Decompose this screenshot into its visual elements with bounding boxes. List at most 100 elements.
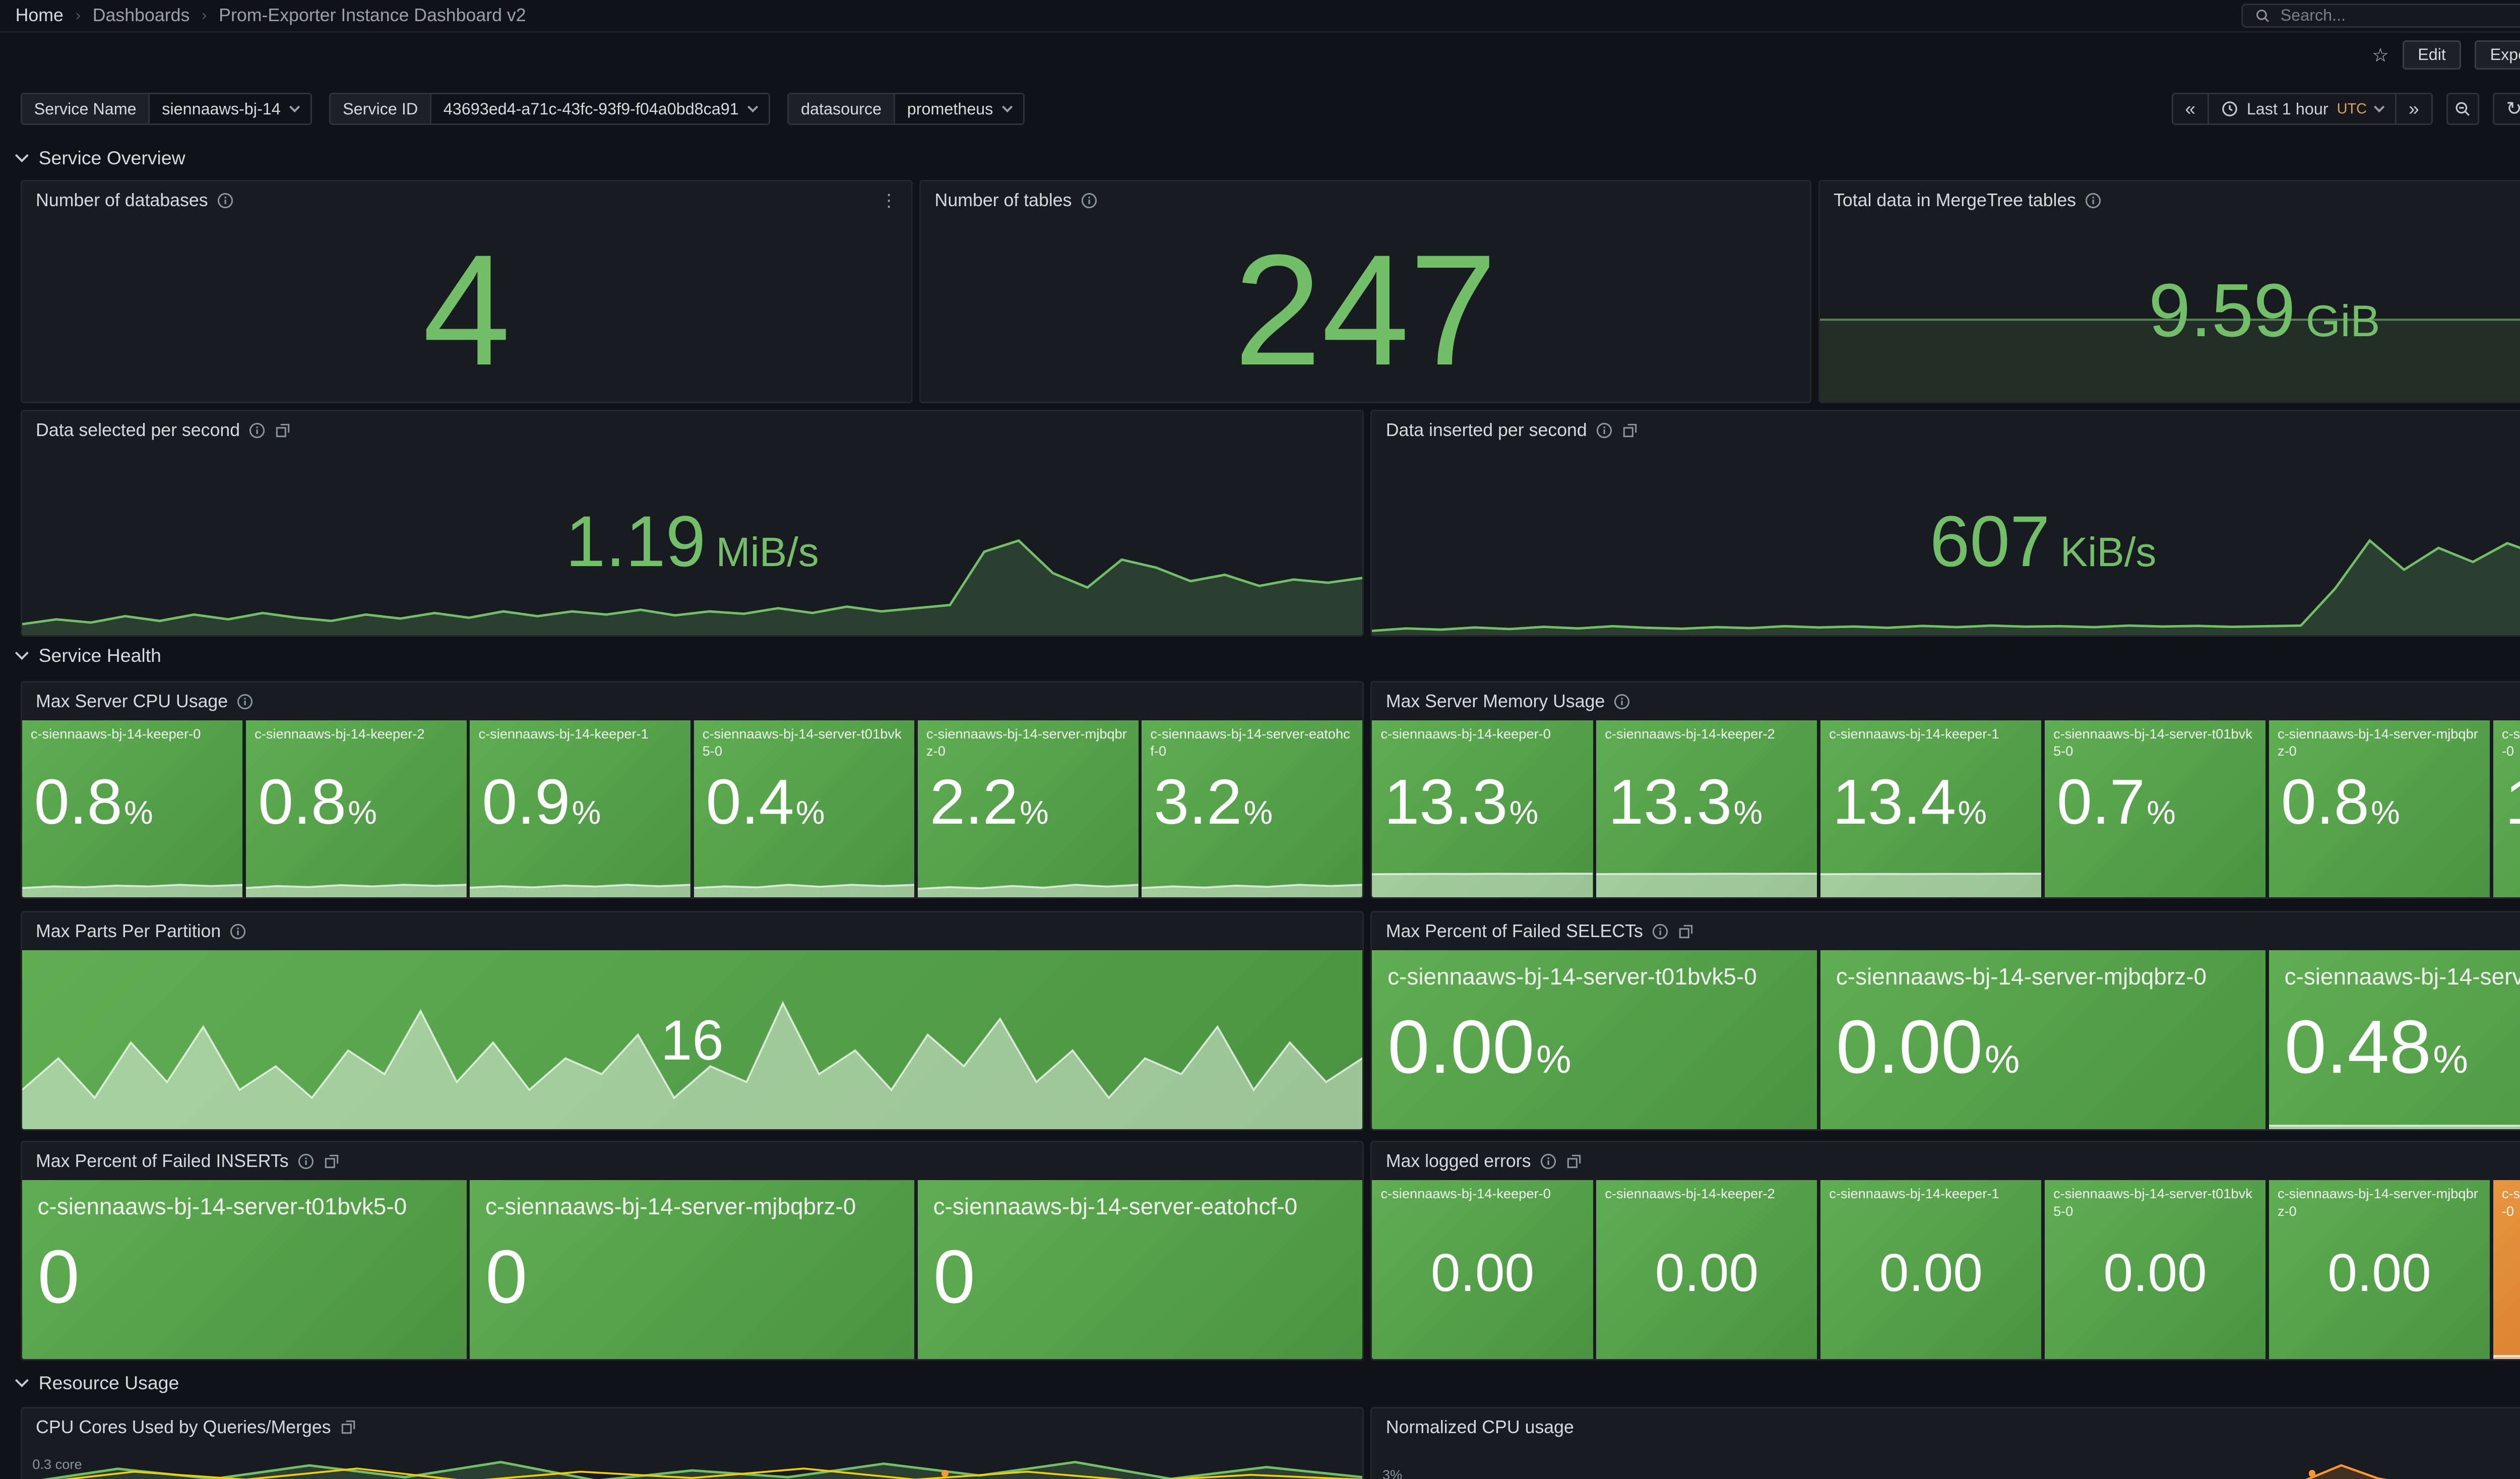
chevron-down-icon [289, 101, 300, 113]
panel-links-icon[interactable] [274, 422, 291, 439]
stat-tile: c-siennaaws-bj-14-server-mjbqbrz-0 2.2% [918, 720, 1139, 898]
panel-max-percent-failed-selects: Max Percent of Failed SELECTs c-siennaaw… [1370, 911, 2520, 1131]
tile-value: 0.00 [1879, 1243, 1983, 1303]
tile-label: c-siennaaws-bj-14-keeper-0 [30, 726, 201, 742]
panel-normalized-cpu-usage: Normalized CPU usage 3% [1370, 1406, 2520, 1479]
time-shift-forward-button[interactable]: » [2397, 94, 2431, 124]
panel-links-icon[interactable] [340, 1419, 357, 1436]
panel-title[interactable]: Max Server CPU Usage [36, 691, 228, 712]
tile-unit: % [796, 793, 825, 831]
tile-value: 2.2 [929, 766, 1018, 837]
section-service-health[interactable]: Service Health [15, 642, 161, 669]
panel-title[interactable]: Max Parts Per Partition [36, 921, 221, 942]
tile-unit: % [1536, 1036, 1571, 1081]
double-chevron-left-icon: « [2185, 98, 2196, 119]
timezone-label: UTC [2337, 100, 2367, 117]
tile-unit: % [348, 793, 377, 831]
series-point [2308, 1470, 2316, 1477]
tile-value: 16 [660, 1008, 724, 1072]
sparkline [2230, 1463, 2452, 1479]
tile-unit: % [2433, 1036, 2469, 1081]
zoom-out-icon [2455, 102, 2470, 116]
panel-links-icon[interactable] [1677, 923, 1694, 940]
edit-button[interactable]: Edit [2402, 40, 2462, 70]
breadcrumb-dashboards[interactable]: Dashboards [92, 5, 190, 26]
panel-title[interactable]: Number of tables [934, 190, 1072, 211]
tile-unit: % [1020, 793, 1049, 831]
stat-tile: c-siennaaws-bj-14-keeper-0 13.3% [1372, 720, 1593, 898]
tile-label: c-siennaaws-bj-14-server-t01bvk5-0 [702, 726, 902, 759]
time-controls: « Last 1 hour UTC » ↻Refresh 30s [2171, 92, 2520, 126]
breadcrumb: Home › Dashboards › Prom-Exporter Instan… [16, 5, 526, 26]
panel-title[interactable]: Max Percent of Failed INSERTs [36, 1151, 289, 1172]
variable-datasource: datasource prometheus [787, 92, 1025, 126]
clock-icon [2222, 101, 2237, 116]
tile-unit: % [124, 793, 153, 831]
info-icon[interactable] [1652, 923, 1669, 940]
variable-value-dropdown[interactable]: siennaaws-bj-14 [150, 94, 311, 124]
breadcrumb-current: Prom-Exporter Instance Dashboard v2 [219, 5, 526, 26]
star-icon[interactable]: ☆ [2372, 44, 2389, 66]
panel-title[interactable]: Max logged errors [1385, 1151, 1531, 1172]
panel-title[interactable]: Normalized CPU usage [1385, 1416, 1574, 1437]
info-icon[interactable] [236, 693, 254, 710]
info-icon[interactable] [248, 422, 266, 439]
panel-max-percent-failed-inserts: Max Percent of Failed INSERTs c-siennaaw… [20, 1141, 1364, 1361]
refresh-button[interactable]: ↻Refresh [2494, 94, 2520, 124]
info-icon[interactable] [297, 1153, 314, 1170]
info-icon[interactable] [1540, 1153, 1557, 1170]
tile-label: c-siennaaws-bj-14-keeper-2 [1605, 726, 1775, 742]
tile-value: 0 [933, 1234, 975, 1319]
info-icon[interactable] [229, 923, 246, 940]
panel-title[interactable]: Max Server Memory Usage [1385, 691, 1605, 712]
panel-title[interactable]: Max Percent of Failed SELECTs [1385, 921, 1643, 942]
variable-service-id: Service ID 43693ed4-a71c-43fc-93f9-f04a0… [329, 92, 771, 126]
search-box[interactable]: ⌘+k [2241, 4, 2520, 28]
tile-unit: % [2147, 793, 2176, 831]
info-icon[interactable] [1613, 693, 1630, 710]
tile-label: c-siennaaws-bj-14-keeper-0 [1380, 1186, 1551, 1202]
export-button[interactable]: Export [2475, 40, 2520, 70]
panel-title[interactable]: CPU Cores Used by Queries/Merges [36, 1416, 331, 1437]
variable-value-dropdown[interactable]: prometheus [895, 94, 1023, 124]
search-input[interactable] [2280, 6, 2520, 25]
panel-title[interactable]: Data selected per second [36, 420, 240, 441]
panel-menu-icon[interactable]: ⋮ [880, 191, 898, 210]
stat-tile: 16 [22, 950, 1362, 1129]
tile-value: 1.4 [2505, 770, 2520, 834]
stat-tile: c-siennaaws-bj-14-keeper-0 0.00 [1372, 1180, 1593, 1360]
info-icon[interactable] [1596, 422, 1613, 439]
y-axis-label: 3% [1382, 1466, 1403, 1479]
section-resource-usage[interactable]: Resource Usage [15, 1369, 179, 1396]
tile-label: c-siennaaws-bj-14-server-mjbqbrz-0 [485, 1193, 856, 1220]
panel-header: Number of tables [921, 181, 1810, 219]
panel-max-server-memory-usage: Max Server Memory Usage c-siennaaws-bj-1… [1370, 681, 2520, 899]
variable-value-dropdown[interactable]: 43693ed4-a71c-43fc-93f9-f04a0bd8ca91 [431, 94, 769, 124]
panel-title[interactable]: Number of databases [36, 190, 208, 211]
panel-header: Max logged errors [1372, 1142, 2520, 1180]
panel-title[interactable]: Data inserted per second [1385, 420, 1587, 441]
panel-header: Data inserted per second [1372, 411, 2520, 449]
section-title: Service Overview [38, 147, 185, 168]
stat-tile: c-siennaaws-bj-14-server-t01bvk5-0 0.00 [2045, 1180, 2266, 1360]
panel-header: Number of databases ⋮ [22, 181, 911, 219]
info-icon[interactable] [1081, 192, 1098, 209]
section-service-overview[interactable]: Service Overview [15, 144, 185, 171]
info-icon[interactable] [217, 192, 234, 209]
time-shift-back-button[interactable]: « [2173, 94, 2209, 124]
panel-links-icon[interactable] [1565, 1153, 1583, 1170]
stat-value: 9.59 GiB [2149, 268, 2380, 353]
panel-links-icon[interactable] [1621, 422, 1639, 439]
panel-title[interactable]: Total data in MergeTree tables [1834, 190, 2076, 211]
sparkline [1596, 872, 1817, 898]
stat-tile: c-siennaaws-bj-14-server-mjbqbrz-0 0.00% [1820, 950, 2266, 1129]
zoom-out-button[interactable] [2446, 92, 2479, 126]
time-range-button[interactable]: Last 1 hour UTC [2209, 94, 2397, 124]
panel-links-icon[interactable] [323, 1153, 340, 1170]
breadcrumb-home[interactable]: Home [15, 5, 64, 26]
panel-header: Max Percent of Failed SELECTs [1372, 912, 2520, 950]
tile-unit: % [1509, 793, 1539, 831]
sparkline [694, 884, 915, 898]
tile-label: c-siennaaws-bj-14-keeper-2 [1605, 1186, 1775, 1202]
info-icon[interactable] [2085, 192, 2102, 209]
